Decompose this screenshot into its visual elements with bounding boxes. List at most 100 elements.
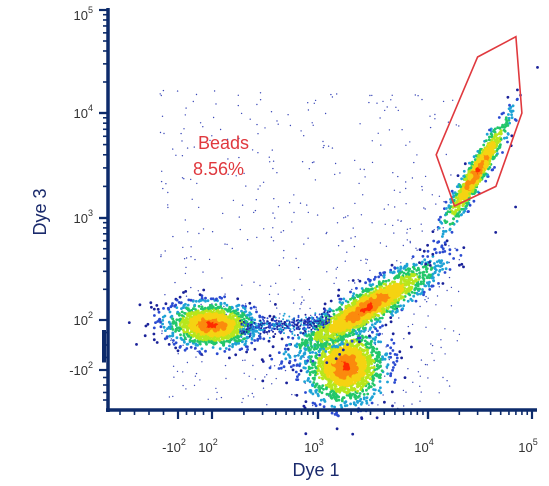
event-dot <box>428 288 432 291</box>
event-dot <box>445 153 447 156</box>
event-dot <box>314 404 318 408</box>
event-dot <box>177 318 181 322</box>
event-dot <box>144 324 148 328</box>
event-dot <box>443 201 445 203</box>
event-dot <box>350 356 356 362</box>
event-dot <box>304 432 308 436</box>
event-dot <box>221 277 223 279</box>
event-dot <box>226 243 228 246</box>
event-dot <box>431 230 435 234</box>
event-dot <box>186 321 190 324</box>
event-dot <box>222 341 226 344</box>
event-dot <box>427 297 429 299</box>
event-dot <box>351 374 357 380</box>
event-dot <box>440 339 442 341</box>
event-dot <box>293 354 297 358</box>
event-dot <box>176 370 179 373</box>
event-dot <box>426 364 428 366</box>
event-dot <box>321 377 325 381</box>
event-dot <box>401 296 405 299</box>
event-dot <box>326 325 330 329</box>
event-dot <box>400 220 402 222</box>
event-dot <box>397 175 399 178</box>
event-dot <box>211 231 214 233</box>
event-dot <box>178 327 182 331</box>
event-dot <box>284 369 287 372</box>
event-dot <box>362 194 364 196</box>
event-dot <box>324 330 328 334</box>
event-dot <box>323 335 326 339</box>
event-dot <box>317 394 320 398</box>
event-dot <box>166 327 169 330</box>
event-dot <box>367 289 370 293</box>
event-dot <box>320 352 324 356</box>
event-dot <box>460 262 464 266</box>
event-dot <box>244 339 248 343</box>
event-dot <box>440 346 442 349</box>
event-dot <box>386 363 390 367</box>
event-dot <box>262 337 266 341</box>
event-dot <box>421 189 423 191</box>
event-dot <box>170 338 173 340</box>
event-dot <box>448 222 452 226</box>
event-dot <box>197 335 200 338</box>
event-dot <box>204 296 207 300</box>
event-dot <box>369 373 373 377</box>
event-dot <box>351 279 355 282</box>
event-dot <box>352 292 356 295</box>
event-dot <box>210 340 213 343</box>
event-dot <box>288 202 291 204</box>
event-dot <box>365 262 367 264</box>
event-dot <box>223 295 227 299</box>
event-dot <box>377 281 381 285</box>
event-dot <box>402 389 405 392</box>
event-dot <box>330 389 334 393</box>
event-dot <box>377 275 381 279</box>
event-dot <box>310 345 314 349</box>
event-dot <box>183 178 185 180</box>
event-dot <box>318 347 322 351</box>
event-dot <box>214 341 218 345</box>
event-dot <box>404 291 408 295</box>
event-dot <box>161 170 163 172</box>
event-dot <box>370 323 374 327</box>
event-dot <box>228 356 231 360</box>
event-dot <box>392 341 396 345</box>
event-dot <box>276 307 278 309</box>
event-dot <box>307 109 310 111</box>
event-dot <box>355 286 358 290</box>
event-dot <box>231 343 235 346</box>
event-dot <box>251 149 254 151</box>
event-dot <box>288 343 291 346</box>
event-dot <box>376 102 378 104</box>
event-dot <box>338 329 342 333</box>
event-dot <box>507 113 510 116</box>
event-dot <box>343 404 347 408</box>
event-dot <box>300 303 302 305</box>
event-dot <box>438 251 442 254</box>
event-dot <box>269 300 271 302</box>
event-dot <box>350 339 354 343</box>
event-dot <box>291 393 293 396</box>
event-dot <box>365 258 367 260</box>
event-dot <box>398 317 400 319</box>
event-dot <box>386 380 389 384</box>
event-dot <box>224 243 226 245</box>
event-dot <box>355 376 362 382</box>
event-dot <box>488 135 491 139</box>
event-dot <box>283 347 287 351</box>
event-dot <box>388 310 392 314</box>
event-dot <box>193 315 199 322</box>
event-dot <box>245 185 247 187</box>
event-dot <box>394 305 398 308</box>
event-dot <box>330 348 333 352</box>
event-dot <box>317 350 321 354</box>
event-dot <box>448 261 450 264</box>
event-dot <box>352 227 354 229</box>
event-dot <box>384 223 386 225</box>
event-dot <box>442 100 445 103</box>
event-dot <box>189 336 193 340</box>
event-dot <box>458 333 461 336</box>
event-dot <box>239 228 241 231</box>
event-dot <box>334 376 340 382</box>
